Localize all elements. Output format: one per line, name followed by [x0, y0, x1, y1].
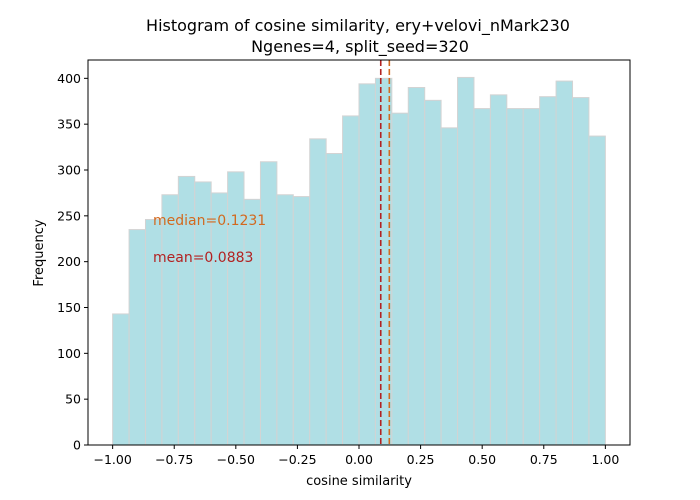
y-tick-label: 50 — [65, 392, 81, 407]
y-tick-label: 150 — [57, 300, 81, 315]
x-tick-label: 0.25 — [407, 452, 435, 467]
x-tick-label: −0.50 — [217, 452, 255, 467]
histogram-bar — [473, 108, 491, 446]
x-tick-label: 0.75 — [530, 452, 558, 467]
histogram-bar — [522, 108, 541, 446]
y-axis-ticks: 0 50 100 150 200 250 300 350 400 — [57, 71, 88, 453]
x-tick-label: 0.50 — [468, 452, 496, 467]
histogram-bar — [440, 127, 459, 446]
histogram-bar — [309, 138, 327, 446]
x-tick-label: −1.00 — [93, 452, 131, 467]
y-tick-label: 100 — [57, 346, 81, 361]
bars-group — [112, 76, 606, 446]
chart-title: Histogram of cosine similarity, ery+velo… — [146, 16, 570, 36]
histogram-bar — [457, 76, 475, 446]
x-axis-label: cosine similarity — [306, 474, 412, 489]
histogram-bar — [161, 194, 179, 446]
x-tick-label: 1.00 — [591, 452, 619, 467]
histogram-bar — [342, 115, 360, 446]
x-tick-label: −0.75 — [155, 452, 193, 467]
mean-annotation: mean=0.0883 — [153, 250, 253, 266]
y-tick-label: 350 — [57, 117, 81, 132]
histogram-bar — [539, 96, 557, 446]
x-tick-label: −0.25 — [278, 452, 316, 467]
histogram-bar — [210, 192, 229, 446]
histogram-bar — [243, 198, 261, 446]
histogram-bar — [292, 196, 311, 446]
y-axis-label: Frequency — [32, 219, 47, 286]
reference-lines — [379, 60, 391, 445]
histogram-bar — [588, 135, 606, 446]
histogram-bar — [259, 161, 278, 446]
y-tick-label: 200 — [57, 254, 81, 269]
histogram-bar — [555, 80, 574, 446]
y-tick-label: 250 — [57, 208, 81, 223]
histogram-bar — [325, 153, 344, 446]
histogram-bar — [358, 83, 376, 446]
y-tick-label: 300 — [57, 163, 81, 178]
median-annotation: median=0.1231 — [153, 213, 266, 229]
histogram-bar — [128, 229, 146, 446]
histogram-bar — [391, 112, 409, 446]
x-axis-ticks: −1.00 −0.75 −0.50 −0.25 0.00 0.25 0.50 0.75 1.00 — [93, 445, 619, 467]
x-tick-label: 0.00 — [345, 452, 373, 467]
histogram-bar — [572, 97, 590, 446]
histogram-bar — [276, 194, 294, 446]
chart-subtitle: Ngenes=4, split_seed=320 — [251, 37, 469, 57]
histogram-bar — [424, 99, 442, 446]
y-tick-label: 0 — [73, 438, 81, 453]
histogram-bar — [489, 94, 508, 446]
histogram-bar — [407, 87, 426, 446]
y-tick-label: 400 — [57, 71, 81, 86]
histogram-bar — [112, 313, 130, 446]
histogram-bar — [506, 108, 524, 446]
